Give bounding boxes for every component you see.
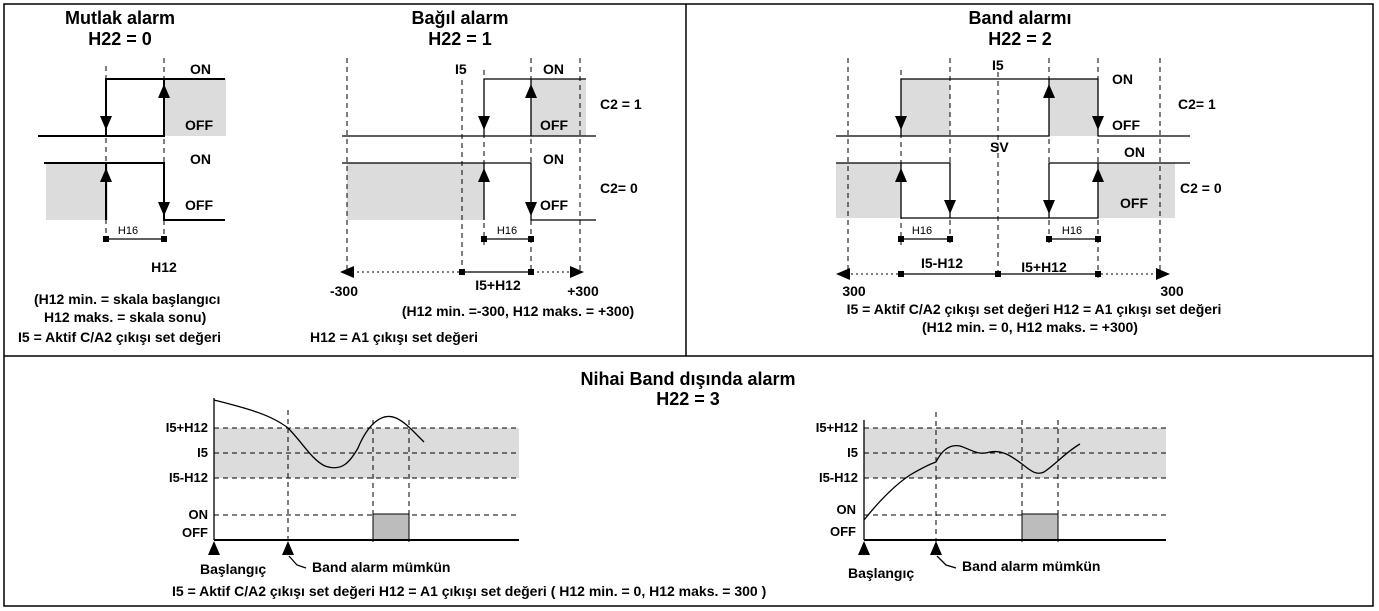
band-shade-top-left xyxy=(901,79,950,136)
bagil-i5h12: I5+H12 xyxy=(475,277,521,293)
nihai-right-start: Başlangıç xyxy=(848,565,914,581)
band-h16-left: H16 xyxy=(912,225,932,237)
bagil-i5: I5 xyxy=(455,61,467,77)
band-shade-bottom-left xyxy=(836,163,901,218)
band-note2: (H12 min. = 0, H12 maks. = +300) xyxy=(922,319,1138,335)
nihai-right-i5m: I5-H12 xyxy=(819,470,858,485)
nihai-left-chart: I5+H12 I5 I5-H12 ON OFF Başlangıç Band a… xyxy=(166,398,519,577)
mutlak-shade-bottom xyxy=(46,163,108,220)
mutlak-on-top: ON xyxy=(190,61,211,77)
nihai-left-i5m: I5-H12 xyxy=(169,470,208,485)
band-on-top: ON xyxy=(1112,71,1133,87)
mutlak-trace-top xyxy=(38,78,225,137)
mutlak-title: Mutlak alarm xyxy=(65,8,175,28)
nihai-alarm-panel: Nihai Band dışında alarm H22 = 3 I5+H12 … xyxy=(166,369,1166,599)
mutlak-alarm-panel: Mutlak alarm H22 = 0 ON OFF ON OFF H16 H… xyxy=(18,8,226,345)
band-shade-bottom-right xyxy=(1098,163,1175,218)
nihai-right-enable: Band alarm mümkün xyxy=(962,558,1100,574)
bagil-shade-top xyxy=(531,79,586,136)
mutlak-note1: (H12 min. = skala başlangıcı xyxy=(34,291,220,307)
mutlak-h16: H16 xyxy=(118,225,138,237)
bagil-h12-note: H12 = A1 çıkışı set değeri xyxy=(310,329,478,345)
bagil-on-top: ON xyxy=(543,61,564,77)
bagil-minus300: -300 xyxy=(330,283,358,299)
nihai-left-start: Başlangıç xyxy=(200,561,266,577)
mutlak-shade-top xyxy=(164,79,226,136)
nihai-left-i5p: I5+H12 xyxy=(166,420,208,435)
nihai-left-i5: I5 xyxy=(197,445,208,460)
band-trace-bottom xyxy=(836,162,1190,219)
band-on-bottom: ON xyxy=(1124,144,1145,160)
nihai-left-curve xyxy=(213,399,425,469)
bagil-title: Bağıl alarm xyxy=(411,8,508,28)
band-shade-top-right xyxy=(1049,79,1098,136)
nihai-right-on: ON xyxy=(837,502,857,517)
bagil-trace-top xyxy=(342,78,586,137)
mutlak-h12: H12 xyxy=(151,259,177,275)
band-note1: I5 = Aktif C/A2 çıkışı set değeri H12 = … xyxy=(847,301,1222,317)
nihai-right-band xyxy=(864,428,1166,478)
nihai-footer: I5 = Aktif C/A2 çıkışı set değeri H12 = … xyxy=(172,583,766,599)
bagil-plus300: +300 xyxy=(567,283,599,299)
band-h16-right: H16 xyxy=(1062,225,1082,237)
band-trace-top xyxy=(836,78,1190,137)
nihai-h22: H22 = 3 xyxy=(656,389,720,409)
mutlak-trace-bottom xyxy=(44,162,225,221)
band-right300: 300 xyxy=(1160,283,1184,299)
band-off-top: OFF xyxy=(1112,117,1140,133)
band-off-bottom: OFF xyxy=(1120,195,1148,211)
band-sv: SV xyxy=(990,139,1009,155)
bagil-h22: H22 = 1 xyxy=(428,29,492,49)
mutlak-note2: H12 maks. = skala sonu) xyxy=(44,309,206,325)
nihai-right-chart: I5+H12 I5 I5-H12 ON OFF Başlangıç Band a… xyxy=(816,412,1166,581)
nihai-right-i5: I5 xyxy=(847,445,858,460)
band-i5: I5 xyxy=(992,57,1004,73)
band-alarm-panel: Band alarmı H22 = 2 I5 ON OFF SV ON OFF … xyxy=(836,8,1222,335)
bagil-on-bottom: ON xyxy=(543,151,564,167)
nihai-left-off: OFF xyxy=(182,525,208,540)
bagil-shade-bottom xyxy=(347,163,484,220)
outer-frame xyxy=(3,3,1374,607)
bagil-off-bottom: OFF xyxy=(540,197,568,213)
nihai-left-on: ON xyxy=(189,507,209,522)
band-i5-minus: I5-H12 xyxy=(921,255,963,271)
mutlak-h22: H22 = 0 xyxy=(88,29,152,49)
bagil-alarm-panel: Bağıl alarm H22 = 1 I5 ON OFF ON OFF C2 … xyxy=(310,8,642,345)
nihai-right-off: OFF xyxy=(830,524,856,539)
bagil-trace-bottom xyxy=(342,162,596,221)
bagil-h16: H16 xyxy=(497,225,517,237)
mutlak-off-bottom: OFF xyxy=(185,197,213,213)
nihai-right-i5p: I5+H12 xyxy=(816,420,858,435)
nihai-title: Nihai Band dışında alarm xyxy=(580,369,795,389)
band-i5-plus: I5+H12 xyxy=(1021,259,1067,275)
nihai-left-enable: Band alarm mümkün xyxy=(312,559,450,575)
band-title: Band alarmı xyxy=(968,8,1071,28)
band-h22: H22 = 2 xyxy=(988,29,1052,49)
band-left300: 300 xyxy=(842,283,866,299)
nihai-right-curve xyxy=(863,443,1081,521)
bagil-off-top: OFF xyxy=(540,117,568,133)
mutlak-off-top: OFF xyxy=(185,117,213,133)
bagil-range: (H12 min. =-300, H12 maks. = +300) xyxy=(402,303,634,319)
band-c2-bottom: C2 = 0 xyxy=(1180,180,1222,196)
mutlak-on-bottom: ON xyxy=(190,151,211,167)
band-c2-top: C2= 1 xyxy=(1178,96,1216,112)
mutlak-i5-note: I5 = Aktif C/A2 çıkışı set değeri xyxy=(18,329,221,345)
bagil-c2-top: C2 = 1 xyxy=(600,96,642,112)
bagil-c2-bottom: C2= 0 xyxy=(600,180,638,196)
